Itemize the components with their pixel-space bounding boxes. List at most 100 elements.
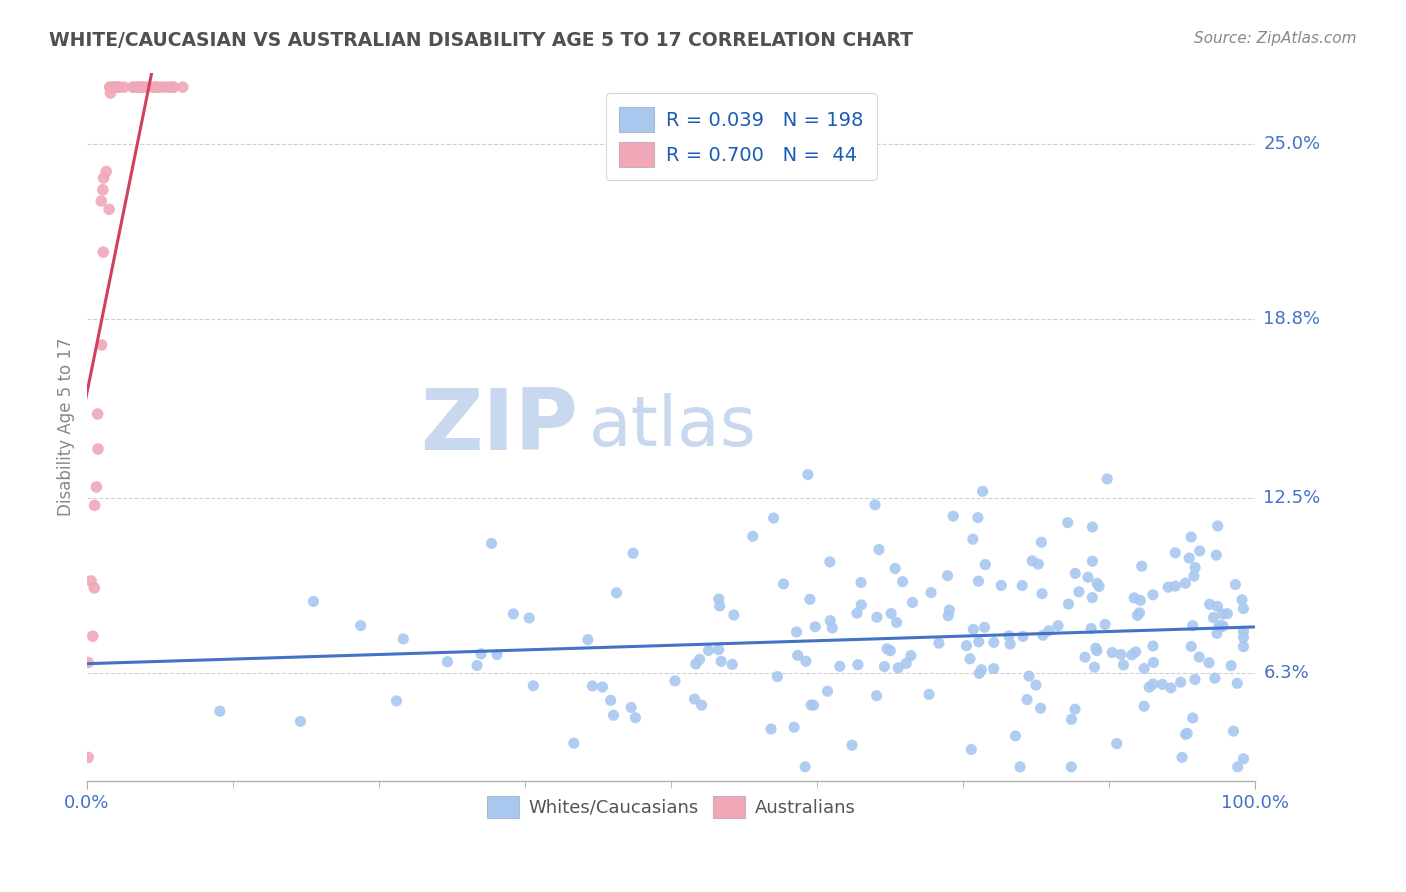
Point	[803, 698, 825, 713]
Point	[82, 629, 104, 643]
Point	[522, 679, 544, 693]
Point	[962, 623, 984, 637]
Point	[1028, 557, 1050, 571]
Point	[1170, 675, 1192, 690]
Point	[562, 736, 585, 750]
Point	[723, 607, 745, 622]
Point	[132, 80, 155, 95]
Point	[1060, 760, 1083, 774]
Point	[1142, 677, 1164, 691]
Point	[1152, 677, 1174, 691]
Point	[1021, 554, 1043, 568]
Point	[1142, 588, 1164, 602]
Point	[1188, 544, 1211, 558]
Point	[818, 555, 841, 569]
Legend: Whites/Caucasians, Australians: Whites/Caucasians, Australians	[479, 789, 863, 825]
Point	[108, 80, 131, 95]
Point	[157, 80, 180, 95]
Point	[1083, 660, 1105, 674]
Point	[1171, 750, 1194, 764]
Point	[90, 194, 112, 208]
Point	[942, 509, 965, 524]
Point	[146, 80, 169, 95]
Point	[77, 750, 100, 764]
Point	[959, 652, 981, 666]
Point	[1232, 631, 1254, 645]
Point	[1088, 579, 1111, 593]
Point	[865, 689, 887, 703]
Point	[1056, 516, 1078, 530]
Point	[794, 760, 817, 774]
Point	[1031, 587, 1053, 601]
Point	[624, 711, 647, 725]
Point	[876, 641, 898, 656]
Point	[1202, 610, 1225, 624]
Point	[1212, 607, 1234, 621]
Point	[1081, 591, 1104, 605]
Point	[86, 480, 108, 494]
Point	[142, 80, 165, 95]
Point	[1095, 472, 1118, 486]
Point	[90, 338, 112, 352]
Point	[973, 620, 995, 634]
Point	[1029, 701, 1052, 715]
Point	[1160, 681, 1182, 695]
Point	[108, 80, 131, 95]
Point	[1057, 597, 1080, 611]
Point	[960, 742, 983, 756]
Point	[1174, 576, 1197, 591]
Y-axis label: Disability Age 5 to 17: Disability Age 5 to 17	[58, 338, 75, 516]
Point	[841, 738, 863, 752]
Point	[863, 498, 886, 512]
Point	[1222, 724, 1244, 739]
Point	[621, 546, 644, 560]
Point	[936, 608, 959, 623]
Point	[163, 80, 186, 95]
Point	[762, 511, 785, 525]
Point	[1225, 577, 1247, 591]
Point	[1174, 727, 1197, 741]
Point	[77, 656, 100, 670]
Point	[709, 599, 731, 613]
Point	[122, 80, 145, 95]
Point	[896, 657, 918, 671]
Point	[1074, 650, 1097, 665]
Point	[127, 80, 149, 95]
Point	[820, 614, 842, 628]
Point	[107, 80, 129, 95]
Point	[1004, 729, 1026, 743]
Point	[385, 694, 408, 708]
Point	[1130, 559, 1153, 574]
Point	[1142, 639, 1164, 653]
Point	[886, 615, 908, 630]
Point	[972, 484, 994, 499]
Point	[887, 661, 910, 675]
Text: ZIP: ZIP	[420, 385, 578, 468]
Point	[302, 594, 325, 608]
Point	[146, 80, 169, 95]
Point	[689, 652, 711, 666]
Point	[1137, 680, 1160, 694]
Point	[918, 687, 941, 701]
Point	[103, 80, 125, 95]
Point	[470, 647, 492, 661]
Point	[998, 637, 1021, 651]
Point	[817, 684, 839, 698]
Point	[983, 635, 1005, 649]
Point	[1175, 726, 1198, 740]
Point	[1047, 618, 1070, 632]
Point	[1129, 593, 1152, 607]
Point	[208, 704, 231, 718]
Point	[290, 714, 312, 729]
Point	[591, 680, 613, 694]
Point	[821, 621, 844, 635]
Point	[1157, 580, 1180, 594]
Point	[1109, 648, 1132, 662]
Point	[1232, 752, 1254, 766]
Point	[620, 700, 643, 714]
Point	[772, 577, 794, 591]
Point	[1184, 560, 1206, 574]
Point	[87, 442, 110, 456]
Text: 18.8%: 18.8%	[1264, 310, 1320, 328]
Point	[1205, 548, 1227, 562]
